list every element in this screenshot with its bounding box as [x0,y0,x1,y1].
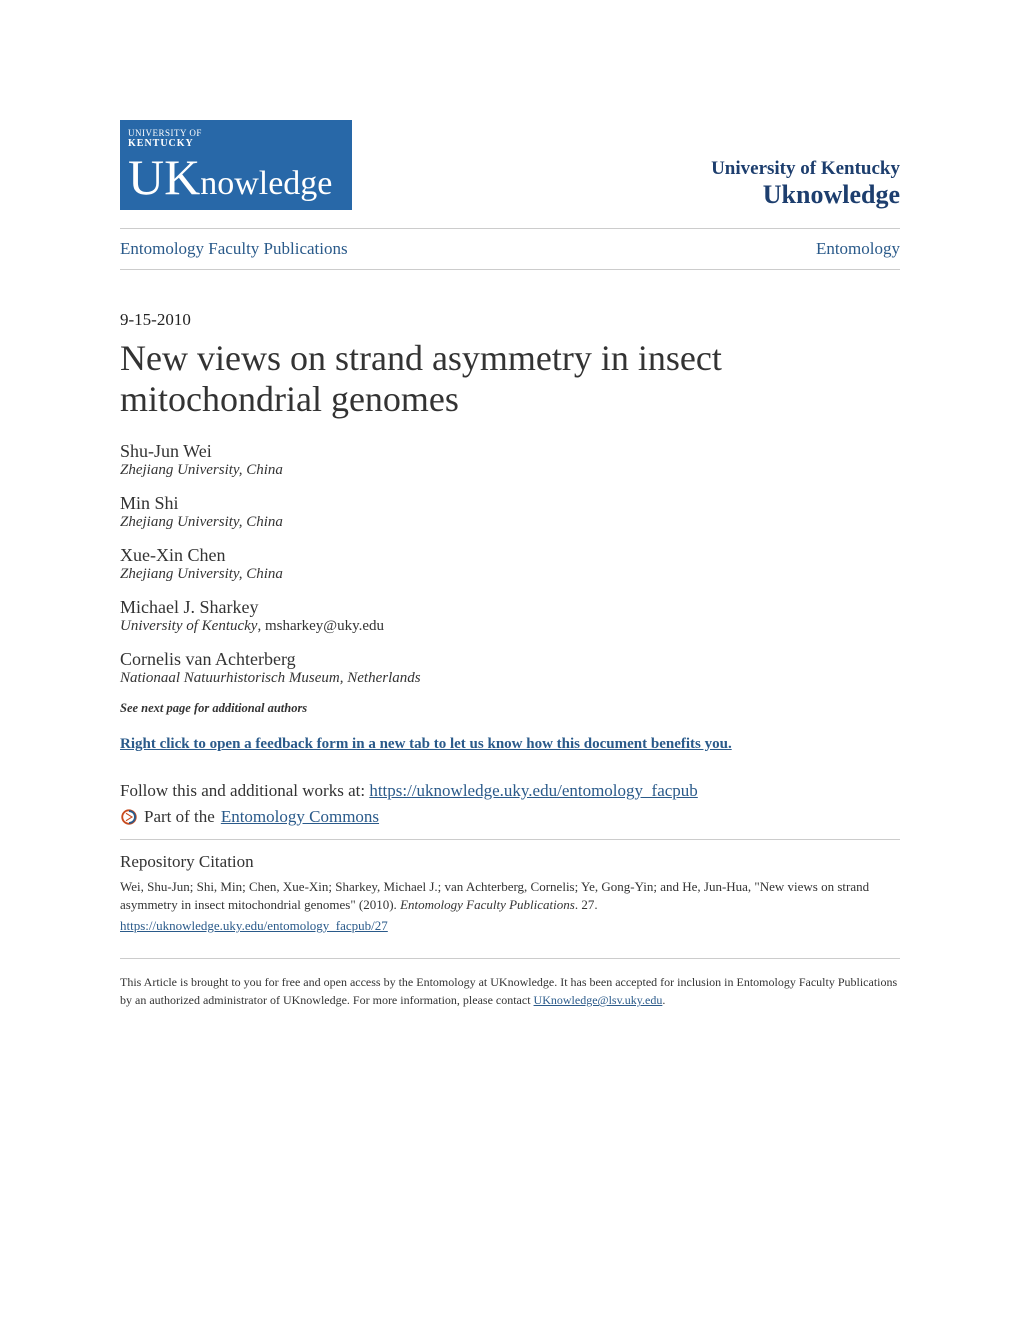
breadcrumb: Entomology Faculty Publications Entomolo… [120,228,900,270]
uknowledge-logo[interactable]: UNIVERSITY OF KENTUCKY UKnowledge [120,120,352,210]
feedback-link[interactable]: Right click to open a feedback form in a… [120,736,900,753]
footer-text: This Article is brought to you for free … [120,958,900,1009]
citation-journal: Entomology Faculty Publications [400,897,575,912]
author-affiliation: Zhejiang University, China [120,462,900,479]
logo-k-cap: K [164,149,200,205]
publication-date: 9-15-2010 [120,310,900,330]
institution-subtitle[interactable]: Uknowledge [711,180,900,210]
author-affiliation: Zhejiang University, China [120,514,900,531]
author-block: Michael J. SharkeyUniversity of Kentucky… [120,597,900,635]
author-name: Shu-Jun Wei [120,441,900,462]
logo-main-text: UKnowledge [128,152,352,202]
author-block: Cornelis van AchterbergNationaal Natuurh… [120,649,900,687]
header-row: UNIVERSITY OF KENTUCKY UKnowledge Univer… [120,120,900,210]
citation-url-link[interactable]: https://uknowledge.uky.edu/entomology_fa… [120,918,900,934]
author-name: Cornelis van Achterberg [120,649,900,670]
footer-text-1: This Article is brought to you for free … [120,975,897,1007]
institution-name[interactable]: University of Kentucky [711,158,900,180]
divider [120,839,900,840]
author-name: Michael J. Sharkey [120,597,900,618]
see-next-page-note: See next page for additional authors [120,701,900,716]
authors-list: Shu-Jun WeiZhejiang University, ChinaMin… [120,441,900,687]
author-name: Min Shi [120,493,900,514]
breadcrumb-left-link[interactable]: Entomology Faculty Publications [120,239,348,259]
author-affiliation: University of Kentucky, msharkey@uky.edu [120,618,900,635]
institution-block: University of Kentucky Uknowledge [711,158,900,210]
author-block: Min ShiZhejiang University, China [120,493,900,531]
author-name: Xue-Xin Chen [120,545,900,566]
share-icon [120,808,138,826]
part-of-prefix: Part of the [144,807,215,827]
author-affiliation: Zhejiang University, China [120,566,900,583]
author-block: Xue-Xin ChenZhejiang University, China [120,545,900,583]
logo-u-cap: U [128,149,164,205]
follow-url-link[interactable]: https://uknowledge.uky.edu/entomology_fa… [369,781,697,800]
author-affiliation: Nationaal Natuurhistorisch Museum, Nethe… [120,670,900,687]
author-block: Shu-Jun WeiZhejiang University, China [120,441,900,479]
citation-text-2: . 27. [575,897,598,912]
page-container: UNIVERSITY OF KENTUCKY UKnowledge Univer… [0,0,1020,1049]
entomology-commons-link[interactable]: Entomology Commons [221,807,379,827]
logo-university-of: UNIVERSITY OF [128,129,352,138]
citation-body: Wei, Shu-Jun; Shi, Min; Chen, Xue-Xin; S… [120,878,900,914]
author-email: , msharkey@uky.edu [257,618,384,634]
logo-nowledge: nowledge [200,165,332,202]
paper-title: New views on strand asymmetry in insect … [120,338,900,421]
follow-prefix: Follow this and additional works at: [120,781,369,800]
footer-email-link[interactable]: UKnowledge@lsv.uky.edu [534,993,663,1007]
follow-block: Follow this and additional works at: htt… [120,781,900,801]
part-of-row: Part of the Entomology Commons [120,807,900,827]
footer-text-2: . [662,993,665,1007]
breadcrumb-right-link[interactable]: Entomology [816,239,900,259]
citation-heading: Repository Citation [120,852,900,872]
